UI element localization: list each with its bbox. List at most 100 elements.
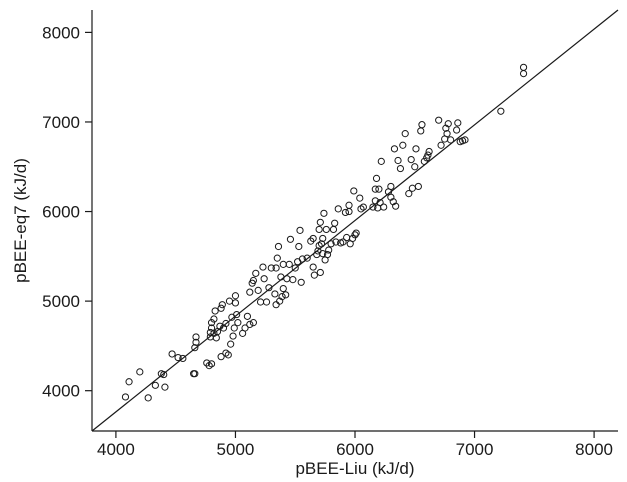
data-point — [207, 360, 216, 368]
data-point — [260, 275, 268, 283]
data-point — [267, 264, 275, 272]
data-point — [350, 187, 358, 195]
data-point — [289, 276, 297, 284]
data-point — [246, 288, 254, 296]
data-point — [309, 263, 317, 271]
data-point — [375, 185, 383, 193]
data-point — [285, 260, 293, 268]
data-point — [252, 269, 260, 277]
data-point — [331, 219, 339, 227]
y-tick-label: 6000 — [42, 203, 80, 222]
data-point — [298, 255, 306, 263]
data-point — [345, 207, 353, 216]
data-point — [412, 145, 420, 153]
data-point — [359, 203, 367, 211]
data-point — [310, 271, 318, 279]
data-point — [262, 298, 271, 306]
data-point — [271, 290, 279, 298]
data-point — [191, 344, 199, 352]
data-point — [345, 201, 353, 209]
data-point — [243, 312, 252, 320]
data-point — [174, 353, 182, 362]
data-point — [309, 234, 317, 243]
y-axis-title: pBEE-eq7 (kJ/d) — [11, 158, 30, 283]
data-point — [519, 63, 528, 71]
data-point — [407, 155, 415, 164]
data-point — [390, 145, 399, 153]
data-point — [392, 202, 400, 210]
data-point — [356, 194, 364, 202]
data-point — [327, 240, 335, 248]
data-point — [224, 351, 232, 359]
data-point — [121, 393, 130, 401]
data-point — [225, 297, 234, 305]
data-point — [351, 231, 359, 239]
data-point — [273, 254, 281, 262]
data-point — [396, 164, 405, 173]
data-point — [401, 130, 409, 138]
data-point — [323, 250, 332, 259]
data-point — [218, 301, 226, 309]
data-point — [217, 353, 225, 361]
x-axis-ticks: 4000 5000 6000 7000 8000 — [97, 431, 613, 459]
data-point — [453, 126, 461, 134]
data-point — [234, 319, 242, 327]
data-point — [319, 234, 327, 243]
data-point — [349, 234, 357, 243]
data-point — [371, 197, 379, 205]
reference-line-layer — [91, 9, 619, 432]
data-point — [417, 127, 425, 135]
data-point — [179, 354, 187, 363]
data-point — [216, 322, 224, 330]
data-point — [316, 268, 324, 277]
data-point — [420, 157, 428, 165]
data-point — [297, 278, 305, 286]
data-point — [272, 301, 280, 309]
data-point — [241, 324, 249, 332]
data-point — [519, 69, 528, 78]
data-point — [274, 242, 283, 251]
x-tick-label: 5000 — [217, 440, 255, 459]
y-tick-label: 5000 — [42, 292, 80, 311]
data-point — [125, 378, 133, 386]
data-point — [144, 394, 152, 402]
data-point — [376, 198, 384, 207]
data-point — [192, 333, 200, 341]
data-point — [227, 340, 235, 348]
data-point — [303, 254, 311, 262]
data-point — [211, 307, 219, 315]
data-point — [168, 350, 176, 358]
data-point — [136, 368, 144, 376]
data-point — [341, 208, 350, 217]
data-point — [435, 116, 443, 124]
data-point — [319, 250, 327, 258]
data-points — [121, 63, 528, 402]
data-point — [259, 263, 267, 271]
y-tick-label: 4000 — [42, 382, 80, 401]
data-point — [217, 304, 225, 312]
data-point — [322, 225, 330, 234]
data-point — [279, 284, 287, 293]
data-point — [191, 370, 199, 378]
data-point — [315, 225, 323, 234]
data-point — [231, 292, 240, 300]
data-point — [249, 276, 257, 285]
data-point — [454, 119, 462, 127]
data-point — [387, 182, 395, 191]
data-point — [425, 147, 433, 156]
data-point — [278, 293, 286, 301]
data-point — [161, 383, 169, 391]
data-point — [414, 182, 422, 191]
data-point — [497, 107, 505, 115]
data-point — [230, 324, 238, 332]
data-point — [443, 130, 451, 138]
data-point — [246, 320, 254, 329]
data-point — [424, 151, 432, 159]
data-point — [291, 264, 299, 272]
data-point — [334, 205, 342, 213]
data-point — [380, 203, 388, 211]
data-point — [339, 238, 347, 246]
data-point — [352, 229, 360, 237]
data-point — [286, 235, 295, 243]
